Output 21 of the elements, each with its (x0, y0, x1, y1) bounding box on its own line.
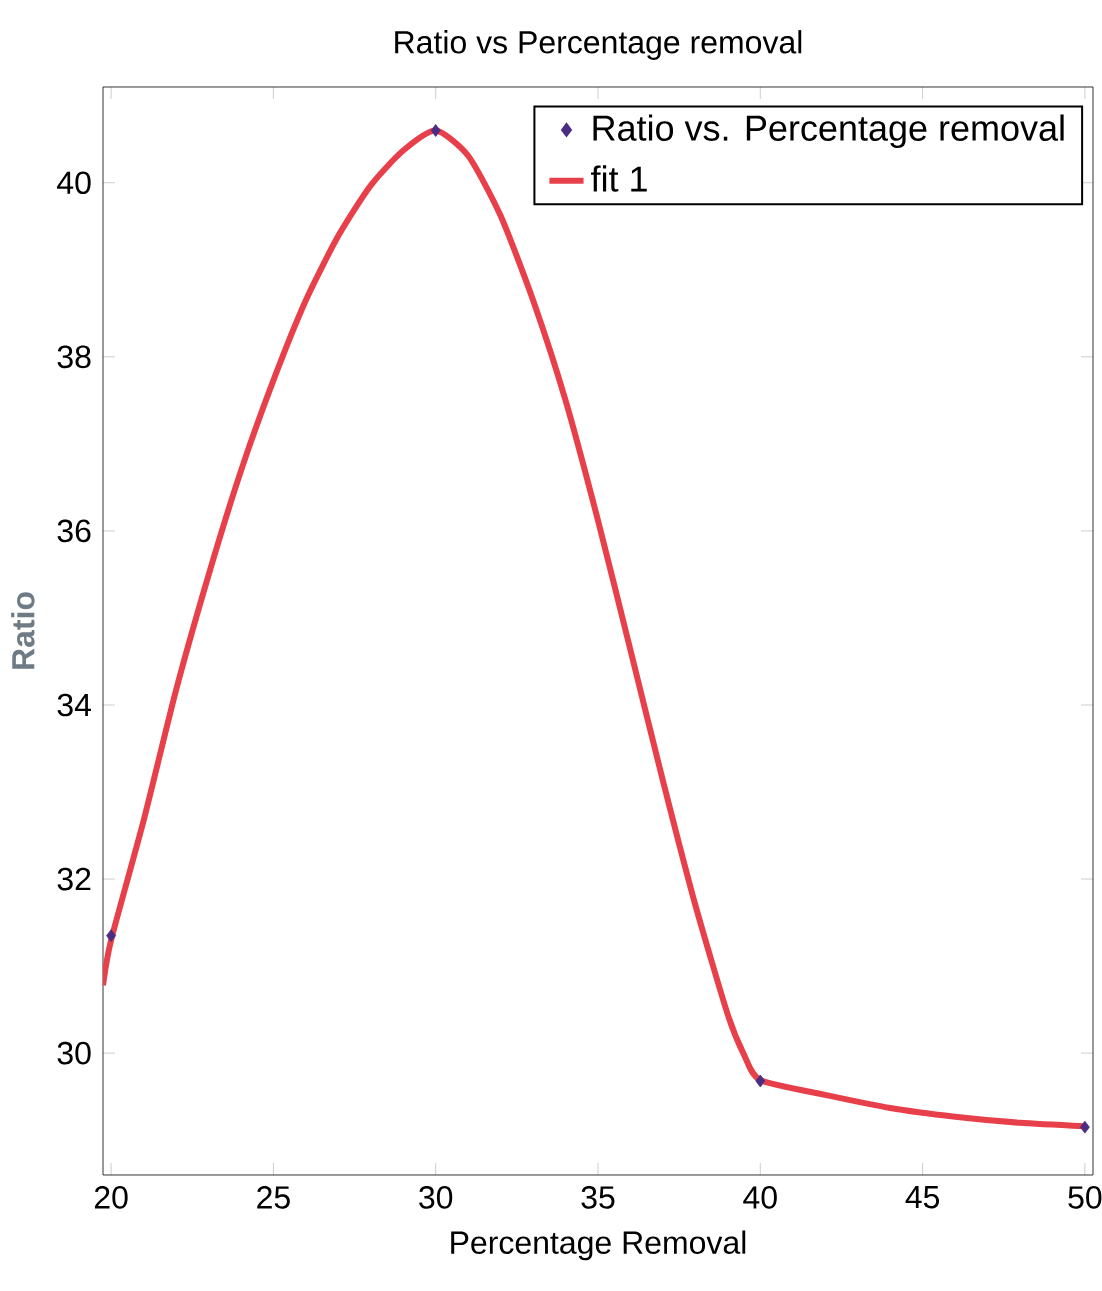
x-tick-label: 35 (581, 1186, 615, 1209)
y-axis-title: Ratio (11, 592, 35, 669)
point (430, 124, 441, 137)
legend-label: fit 1 (591, 165, 647, 192)
y-tick-label: 36 (57, 519, 91, 543)
x-tick-label: 25 (257, 1186, 290, 1209)
y-tick-label: 30 (57, 1041, 91, 1065)
x-axis-title: Percentage Removal (451, 1230, 746, 1261)
x-tick-label: 20 (94, 1186, 128, 1209)
legend-label: Ratio vs. Percentage removal (593, 114, 1064, 149)
x-tick-label: 30 (419, 1186, 453, 1209)
chart-title: Ratio vs Percentage removal (395, 30, 802, 60)
x-tick-label: 40 (743, 1186, 777, 1209)
point (106, 929, 117, 943)
x-tick-label: 50 (1068, 1186, 1102, 1209)
y-tick-label: 34 (57, 693, 91, 717)
x-tick-label: 45 (905, 1186, 940, 1209)
y-tick-label: 38 (57, 345, 91, 369)
point (755, 1074, 766, 1088)
y-tick-label: 32 (57, 867, 91, 891)
y-tick-label: 40 (57, 171, 91, 195)
